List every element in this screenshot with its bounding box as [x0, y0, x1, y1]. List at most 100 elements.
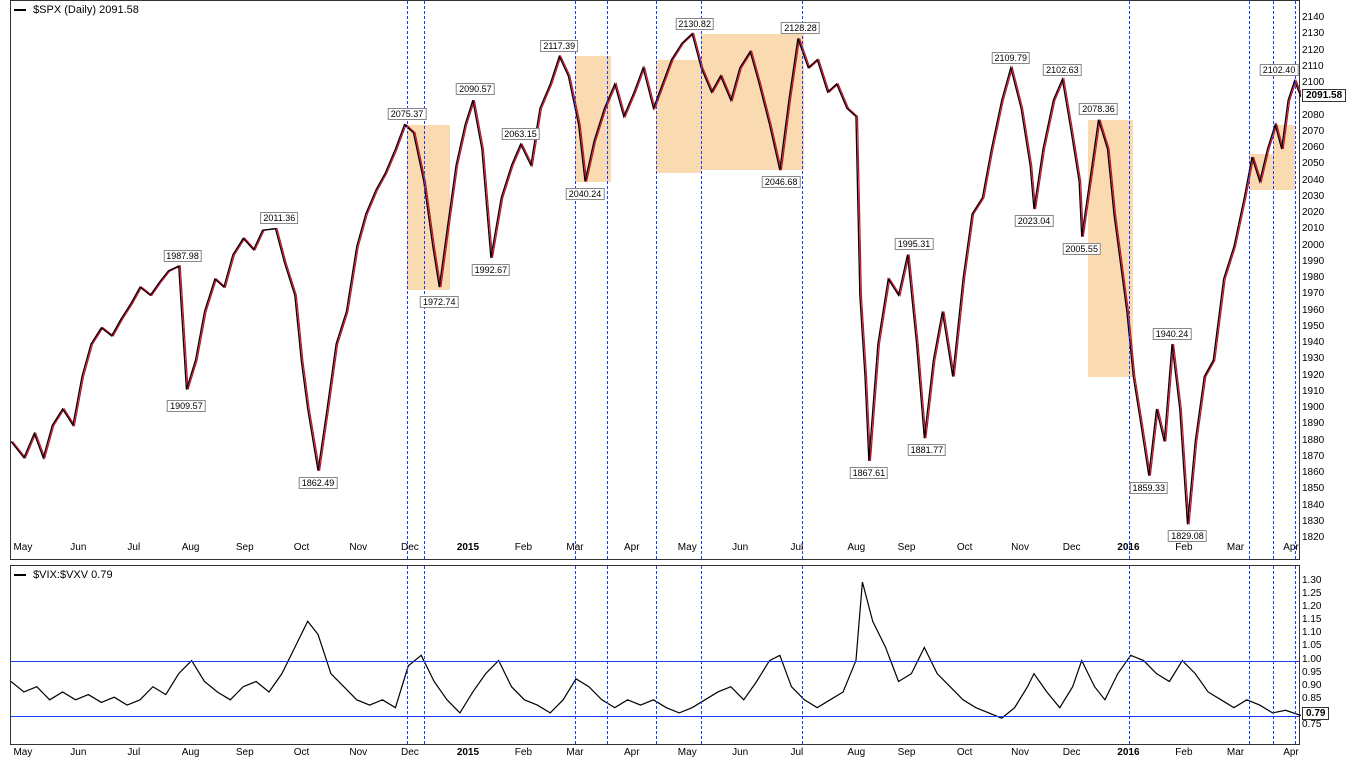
- sub-title-value: 0.79: [91, 569, 112, 581]
- x-tick-label: Dec: [1063, 747, 1081, 758]
- vertical-marker-line: [575, 566, 576, 744]
- x-tick-label: Aug: [182, 542, 200, 553]
- price-label: 1995.31: [895, 238, 934, 250]
- x-tick-label: Feb: [515, 747, 532, 758]
- price-label: 2063.15: [501, 128, 540, 140]
- y-tick-label: 1990: [1302, 256, 1324, 267]
- x-tick-label: Apr: [1283, 542, 1299, 553]
- y-tick-label: 2080: [1302, 110, 1324, 121]
- vertical-marker-line: [656, 1, 657, 559]
- vertical-marker-line: [424, 1, 425, 559]
- x-tick-label: Apr: [624, 542, 640, 553]
- current-value-tag: 2091.58: [1302, 89, 1346, 102]
- x-tick-label: Apr: [624, 747, 640, 758]
- price-label: 1940.24: [1153, 328, 1192, 340]
- x-tick-label: May: [13, 542, 32, 553]
- y-tick-label: 1.00: [1302, 654, 1321, 665]
- x-tick-label: Feb: [1175, 747, 1192, 758]
- y-tick-label: 2020: [1302, 207, 1324, 218]
- x-tick-label: Sep: [236, 747, 254, 758]
- vertical-marker-line: [407, 1, 408, 559]
- x-tick-label: Mar: [566, 542, 583, 553]
- price-label: 2023.04: [1015, 215, 1054, 227]
- y-tick-label: 1880: [1302, 435, 1324, 446]
- vertical-marker-line: [1129, 566, 1130, 744]
- x-tick-label: Nov: [1011, 542, 1029, 553]
- y-tick-label: 1930: [1302, 353, 1324, 364]
- legend-dash-icon: [14, 574, 26, 576]
- x-tick-label: Oct: [957, 542, 973, 553]
- price-label: 2109.79: [991, 52, 1030, 64]
- x-tick-label: Jul: [127, 747, 140, 758]
- vertical-marker-line: [1273, 566, 1274, 744]
- y-tick-label: 1950: [1302, 321, 1324, 332]
- vertical-marker-line: [407, 566, 408, 744]
- x-tick-label: May: [13, 747, 32, 758]
- sub-y-axis: 0.750.800.850.900.951.001.051.101.151.20…: [1300, 565, 1350, 745]
- stock-chart-container: $SPX (Daily) 2091.58 1987.981909.572011.…: [0, 0, 1356, 772]
- vertical-marker-line: [607, 566, 608, 744]
- y-tick-label: 0.75: [1302, 719, 1321, 730]
- price-label: 1987.98: [163, 250, 202, 262]
- x-tick-label: Dec: [401, 542, 419, 553]
- x-tick-label: Sep: [898, 542, 916, 553]
- vertical-marker-line: [802, 566, 803, 744]
- y-tick-label: 1820: [1302, 532, 1324, 543]
- y-tick-label: 1900: [1302, 402, 1324, 413]
- y-tick-label: 2140: [1302, 12, 1324, 23]
- y-tick-label: 1.20: [1302, 601, 1321, 612]
- main-y-axis: 1820183018401850186018701880189019001910…: [1300, 0, 1350, 560]
- y-tick-label: 1980: [1302, 272, 1324, 283]
- y-tick-label: 2060: [1302, 142, 1324, 153]
- price-label: 2102.63: [1043, 64, 1082, 76]
- y-tick-label: 2030: [1302, 191, 1324, 202]
- main-price-chart[interactable]: 1987.981909.572011.361862.492075.371972.…: [10, 0, 1300, 560]
- horizontal-reference-line: [11, 716, 1299, 717]
- vertical-marker-line: [701, 566, 702, 744]
- x-tick-label: 2015: [457, 747, 479, 758]
- vertical-marker-line: [1295, 566, 1296, 744]
- price-label: 2130.82: [675, 18, 714, 30]
- x-tick-label: Feb: [1175, 542, 1192, 553]
- y-tick-label: 1960: [1302, 305, 1324, 316]
- x-tick-label: 2015: [457, 542, 479, 553]
- main-chart-title: $SPX (Daily) 2091.58: [14, 4, 139, 16]
- y-tick-label: 1.05: [1302, 640, 1321, 651]
- y-tick-label: 2070: [1302, 126, 1324, 137]
- price-label: 2078.36: [1079, 103, 1118, 115]
- price-label: 2040.24: [566, 188, 605, 200]
- y-tick-label: 1970: [1302, 288, 1324, 299]
- price-label: 2046.68: [762, 176, 801, 188]
- vertical-marker-line: [424, 566, 425, 744]
- main-title-symbol: $SPX (Daily): [33, 4, 96, 16]
- x-tick-label: Feb: [515, 542, 532, 553]
- x-tick-label: Aug: [182, 747, 200, 758]
- x-tick-label: Apr: [1283, 747, 1299, 758]
- sub-ratio-chart[interactable]: [10, 565, 1300, 745]
- x-tick-label: Jun: [732, 542, 748, 553]
- price-label: 2090.57: [456, 83, 495, 95]
- x-tick-label: Jul: [790, 747, 803, 758]
- price-label: 2117.39: [540, 40, 578, 52]
- x-tick-label: Mar: [1227, 542, 1244, 553]
- x-tick-label: Jul: [127, 542, 140, 553]
- vertical-marker-line: [1129, 1, 1130, 559]
- vertical-marker-line: [1273, 1, 1274, 559]
- price-label: 2005.55: [1062, 243, 1101, 255]
- x-tick-label: Aug: [847, 747, 865, 758]
- y-tick-label: 2120: [1302, 45, 1324, 56]
- y-tick-label: 1940: [1302, 337, 1324, 348]
- x-tick-label: Jul: [790, 542, 803, 553]
- y-tick-label: 1.15: [1302, 614, 1321, 625]
- x-tick-label: Nov: [349, 542, 367, 553]
- x-tick-label: 2016: [1117, 747, 1139, 758]
- sub-title-symbol: $VIX:$VXV: [33, 569, 88, 581]
- x-tick-label: Nov: [1011, 747, 1029, 758]
- y-tick-label: 1.30: [1302, 575, 1321, 586]
- x-tick-label: May: [678, 542, 697, 553]
- y-tick-label: 2010: [1302, 223, 1324, 234]
- y-tick-label: 0.85: [1302, 693, 1321, 704]
- current-value-tag: 0.79: [1302, 707, 1329, 720]
- x-tick-label: Sep: [898, 747, 916, 758]
- y-tick-label: 1830: [1302, 516, 1324, 527]
